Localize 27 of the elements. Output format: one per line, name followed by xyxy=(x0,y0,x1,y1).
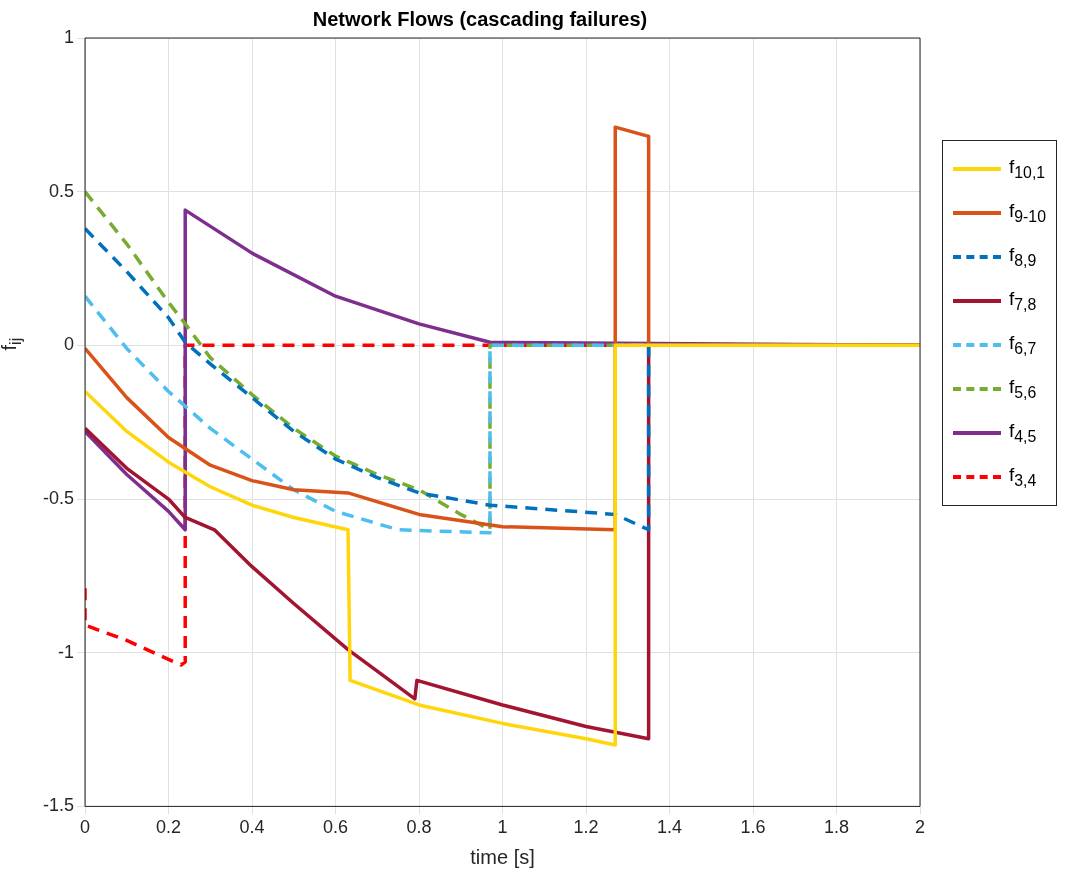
x-tick-label: 1.2 xyxy=(573,817,599,838)
x-tick-label: 0.8 xyxy=(406,817,432,838)
legend-label: f$_{9-10}$ xyxy=(1009,200,1046,226)
legend-label: f$_{8,9}$ xyxy=(1009,244,1037,270)
x-tick-label: 0.2 xyxy=(156,817,182,838)
y-tick-label: 0.5 xyxy=(48,180,75,201)
legend-label: f$_{10,1}$ xyxy=(1009,156,1046,182)
y-tick-label: -1.5 xyxy=(42,795,75,816)
x-tick-label: 1.8 xyxy=(823,817,850,838)
x-axis-title: time [s] xyxy=(470,845,535,868)
x-tick-label: 1 xyxy=(497,817,508,838)
legend-label: f$_{7,8}$ xyxy=(1009,288,1037,314)
x-tick-label: 0.6 xyxy=(323,817,349,838)
y-tick-label: 1 xyxy=(64,26,75,47)
legend-label: f$_{5,6}$ xyxy=(1009,376,1037,402)
legend-label: f$_{6,7}$ xyxy=(1009,332,1037,358)
legend-label: f$_{3,4}$ xyxy=(1009,464,1037,490)
y-tick-label: -1 xyxy=(58,641,75,662)
y-tick-label: -0.5 xyxy=(42,488,75,509)
legend-label: f$_{4,5}$ xyxy=(1009,420,1037,446)
x-tick-label: 0 xyxy=(80,817,91,838)
x-tick-label: 2 xyxy=(914,817,926,838)
y-tick-label: 0 xyxy=(64,334,75,355)
x-tick-label: 1.4 xyxy=(656,817,683,838)
x-tick-label: 1.6 xyxy=(740,817,766,838)
chart-title: Network Flows (cascading failures) xyxy=(312,7,648,30)
x-tick-label: 0.4 xyxy=(239,817,265,838)
